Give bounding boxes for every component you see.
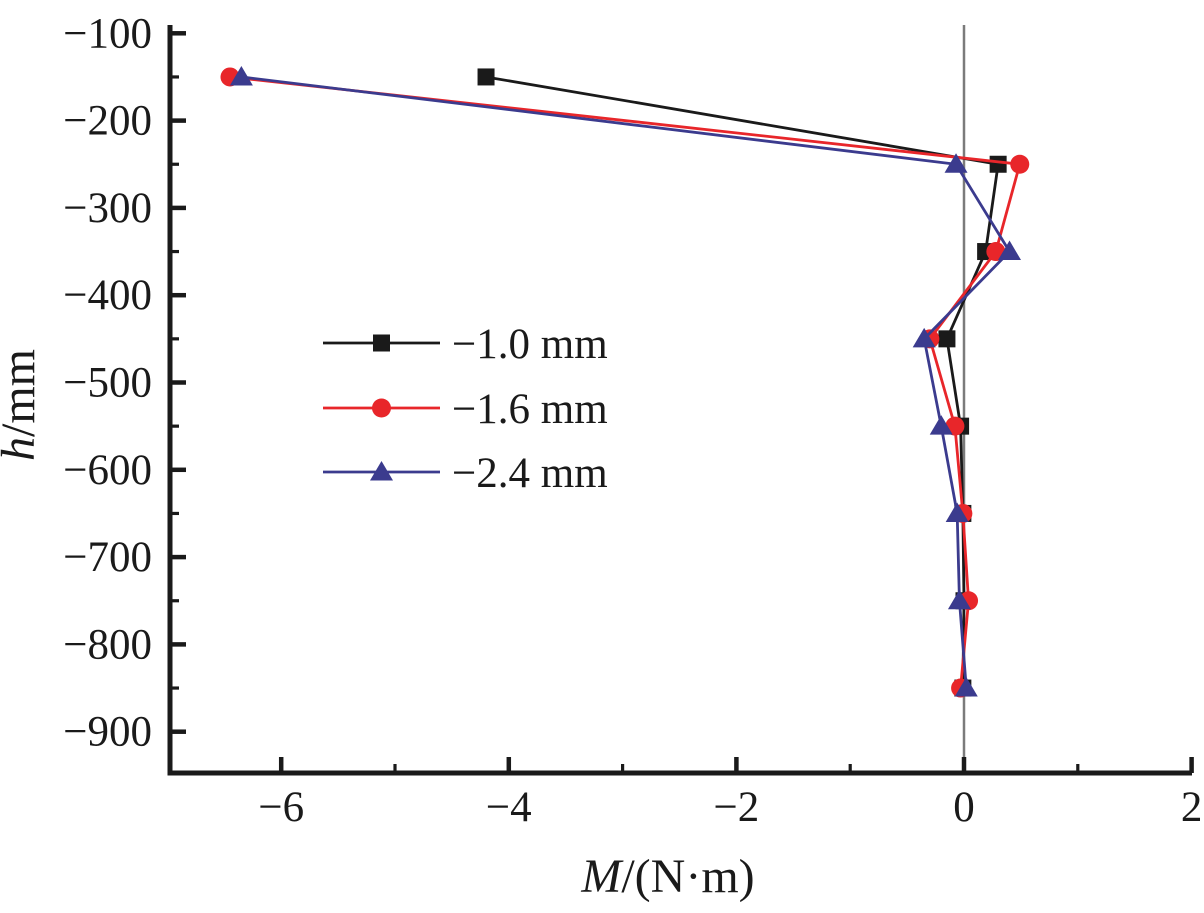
data-point-marker bbox=[1010, 154, 1030, 174]
legend-item: −2.4 mm bbox=[323, 450, 608, 497]
data-point-marker bbox=[229, 65, 253, 86]
axes: −100 −200 −300 −400 −500 −600 −700 −800 −900 −6 −4… bbox=[63, 10, 1202, 831]
series-line bbox=[485, 75, 1000, 689]
legend-label: −2.4 mm bbox=[452, 450, 608, 497]
x-tick-label: −6 bbox=[258, 784, 304, 831]
series-triangle bbox=[229, 65, 1022, 697]
series-line bbox=[241, 75, 1012, 689]
y-axis-title: h/mm bbox=[0, 349, 45, 461]
y-tick-label: −500 bbox=[63, 360, 152, 407]
x-axis-title: M/(N·m) bbox=[580, 850, 754, 903]
data-point-marker bbox=[944, 153, 968, 173]
series-line bbox=[229, 75, 1022, 689]
data-point-marker bbox=[998, 240, 1022, 261]
y-tick-label: −600 bbox=[63, 447, 152, 494]
y-tick-label: −200 bbox=[63, 98, 152, 145]
y-tick-label: −400 bbox=[63, 272, 152, 319]
legend-marker-triangle bbox=[370, 461, 393, 481]
legend-marker-square bbox=[373, 334, 390, 352]
legend-label: −1.0 mm bbox=[452, 321, 608, 368]
data-point-marker bbox=[912, 327, 936, 348]
legend-item: −1.6 mm bbox=[323, 386, 608, 433]
legend-marker-circle bbox=[372, 398, 391, 418]
y-tick-label: −800 bbox=[63, 621, 152, 668]
data-point-marker bbox=[947, 589, 971, 610]
series-circle bbox=[220, 67, 1030, 698]
x-tick-label: 2 bbox=[1181, 784, 1203, 831]
y-tick-label: −100 bbox=[63, 10, 152, 57]
legend: −1.0 mm −1.6 mm −2.4 mm bbox=[323, 321, 608, 497]
data-point-marker bbox=[929, 415, 953, 435]
x-tick-label: 0 bbox=[953, 784, 975, 831]
data-series bbox=[220, 65, 1030, 698]
y-tick-label: −300 bbox=[63, 185, 152, 232]
data-point-marker bbox=[477, 68, 495, 86]
legend-item: −1.0 mm bbox=[323, 321, 608, 368]
x-tick-label: −4 bbox=[486, 784, 532, 831]
x-tick-label: −2 bbox=[714, 784, 760, 831]
data-point-marker bbox=[954, 677, 978, 697]
y-tick-label: −700 bbox=[63, 534, 152, 581]
legend-label: −1.6 mm bbox=[452, 386, 608, 433]
series-square bbox=[477, 68, 1007, 697]
data-point-marker bbox=[938, 330, 956, 348]
data-point-marker bbox=[945, 502, 969, 522]
y-tick-label: −900 bbox=[63, 709, 152, 756]
data-point-marker bbox=[989, 155, 1007, 173]
